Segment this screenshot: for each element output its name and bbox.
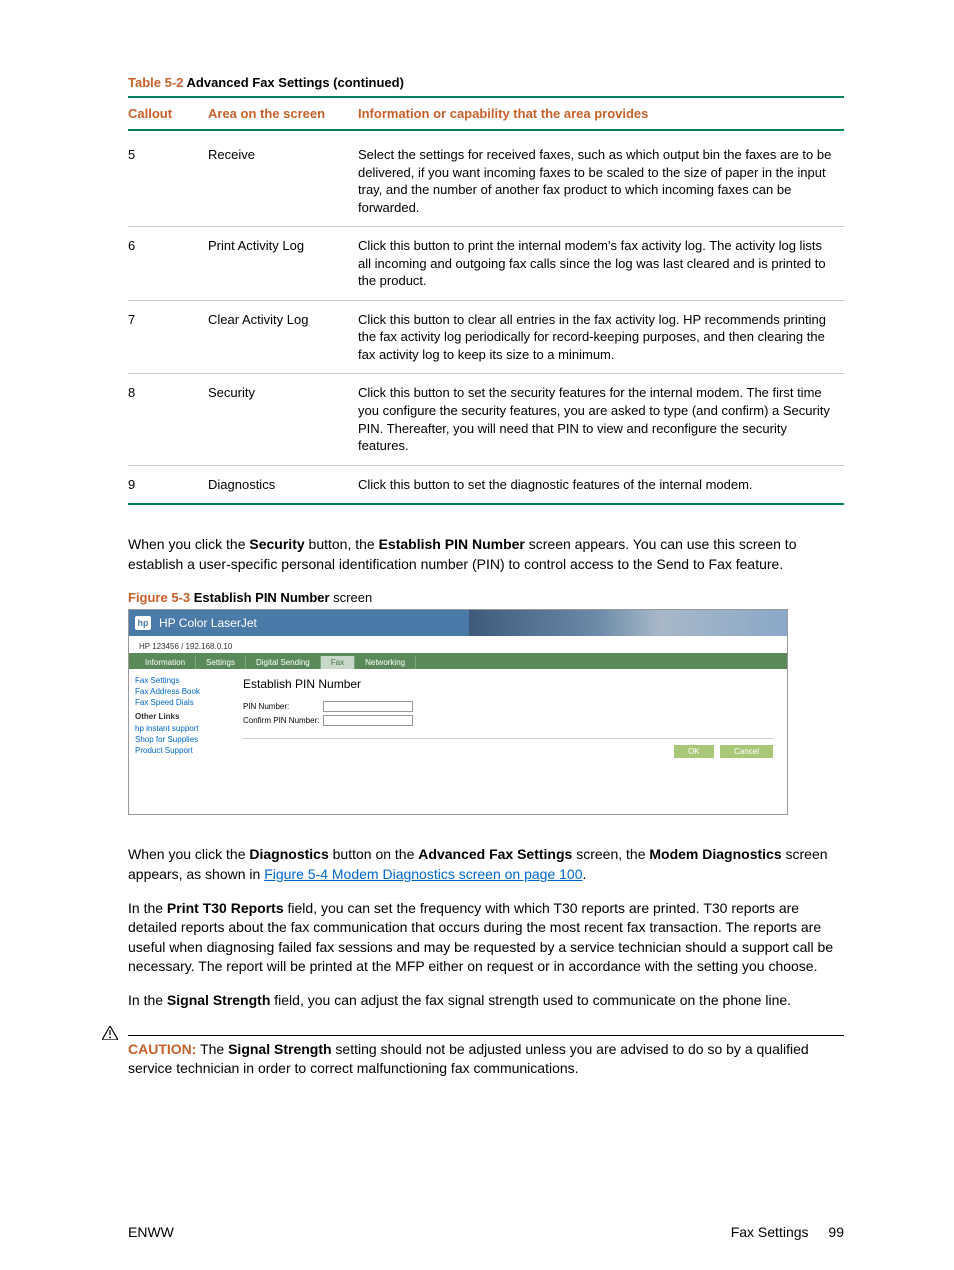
sidebar-item-product-support[interactable]: Product Support [135, 745, 223, 756]
cell-callout: 5 [128, 136, 208, 227]
cell-area: Clear Activity Log [208, 300, 358, 374]
confirm-pin-label: Confirm PIN Number: [243, 716, 323, 725]
ss-header-right [469, 610, 787, 636]
table-caption-text: Advanced Fax Settings (continued) [183, 75, 404, 90]
table-caption: Table 5-2 Advanced Fax Settings (continu… [128, 75, 844, 90]
ss-main: Establish PIN Number PIN Number: Confirm… [229, 669, 787, 814]
tab-settings[interactable]: Settings [196, 656, 246, 669]
footer-page-number: 99 [828, 1224, 844, 1240]
cancel-button[interactable]: Cancel [720, 745, 773, 758]
cell-callout: 7 [128, 300, 208, 374]
cell-info: Click this button to clear all entries i… [358, 300, 844, 374]
tab-digital-sending[interactable]: Digital Sending [246, 656, 321, 669]
cell-info: Click this button to set the diagnostic … [358, 465, 844, 504]
ss-sidebar: Fax Settings Fax Address Book Fax Speed … [129, 669, 229, 814]
tab-fax[interactable]: Fax [321, 656, 355, 669]
cell-info: Click this button to print the internal … [358, 227, 844, 301]
footer-left: ENWW [128, 1224, 174, 1240]
tab-networking[interactable]: Networking [355, 656, 416, 669]
confirm-pin-input[interactable] [323, 715, 413, 726]
page-footer: ENWW Fax Settings 99 [128, 1224, 844, 1240]
cell-area: Security [208, 374, 358, 465]
sidebar-item-fax-speed-dials[interactable]: Fax Speed Dials [135, 697, 223, 708]
table-row: 9 Diagnostics Click this button to set t… [128, 465, 844, 504]
cell-area: Receive [208, 136, 358, 227]
th-area: Area on the screen [208, 98, 358, 130]
sidebar-item-hp-instant-support[interactable]: hp instant support [135, 723, 223, 734]
paragraph-security-intro: When you click the Security button, the … [128, 535, 844, 574]
cell-info: Click this button to set the security fe… [358, 374, 844, 465]
figure-5-4-link[interactable]: Figure 5-4 Modem Diagnostics screen on p… [264, 866, 582, 882]
ok-button[interactable]: OK [674, 745, 714, 758]
cell-callout: 8 [128, 374, 208, 465]
hp-logo-icon: hp [135, 616, 151, 630]
ss-main-heading: Establish PIN Number [243, 677, 773, 691]
cell-callout: 9 [128, 465, 208, 504]
table-row: 5 Receive Select the settings for receiv… [128, 136, 844, 227]
table-row: 6 Print Activity Log Click this button t… [128, 227, 844, 301]
cell-callout: 6 [128, 227, 208, 301]
ss-divider [243, 738, 773, 739]
table-row: 8 Security Click this button to set the … [128, 374, 844, 465]
ss-product-name: HP Color LaserJet [159, 616, 257, 630]
ss-address: HP 123456 / 192.168.0.10 [129, 636, 787, 653]
ss-tab-bar: Information Settings Digital Sending Fax… [129, 653, 787, 669]
sidebar-other-links-heading: Other Links [135, 712, 223, 721]
caution-block: CAUTION: The Signal Strength setting sho… [128, 1035, 844, 1079]
cell-info: Select the settings for received faxes, … [358, 136, 844, 227]
ss-header-left: hp HP Color LaserJet [129, 610, 469, 636]
footer-section: Fax Settings [731, 1224, 809, 1240]
sidebar-item-fax-settings[interactable]: Fax Settings [135, 675, 223, 686]
pin-number-label: PIN Number: [243, 702, 323, 711]
sidebar-item-shop-supplies[interactable]: Shop for Supplies [135, 734, 223, 745]
ss-header: hp HP Color LaserJet [129, 610, 787, 636]
th-callout: Callout [128, 98, 208, 130]
th-info: Information or capability that the area … [358, 98, 844, 130]
sidebar-item-fax-address-book[interactable]: Fax Address Book [135, 686, 223, 697]
paragraph-diagnostics-intro: When you click the Diagnostics button on… [128, 845, 844, 884]
paragraph-signal-strength: In the Signal Strength field, you can ad… [128, 991, 844, 1011]
paragraph-t30-reports: In the Print T30 Reports field, you can … [128, 899, 844, 977]
figure-caption: Figure 5-3 Establish PIN Number screen [128, 590, 844, 605]
caution-icon [102, 1026, 118, 1040]
tab-information[interactable]: Information [135, 656, 196, 669]
advanced-fax-settings-table: Callout Area on the screen Information o… [128, 96, 844, 505]
cell-area: Print Activity Log [208, 227, 358, 301]
table-row: 7 Clear Activity Log Click this button t… [128, 300, 844, 374]
pin-number-input[interactable] [323, 701, 413, 712]
caution-label: CAUTION: [128, 1041, 196, 1057]
table-caption-label: Table 5-2 [128, 75, 183, 90]
establish-pin-screenshot: hp HP Color LaserJet HP 123456 / 192.168… [128, 609, 788, 815]
cell-area: Diagnostics [208, 465, 358, 504]
